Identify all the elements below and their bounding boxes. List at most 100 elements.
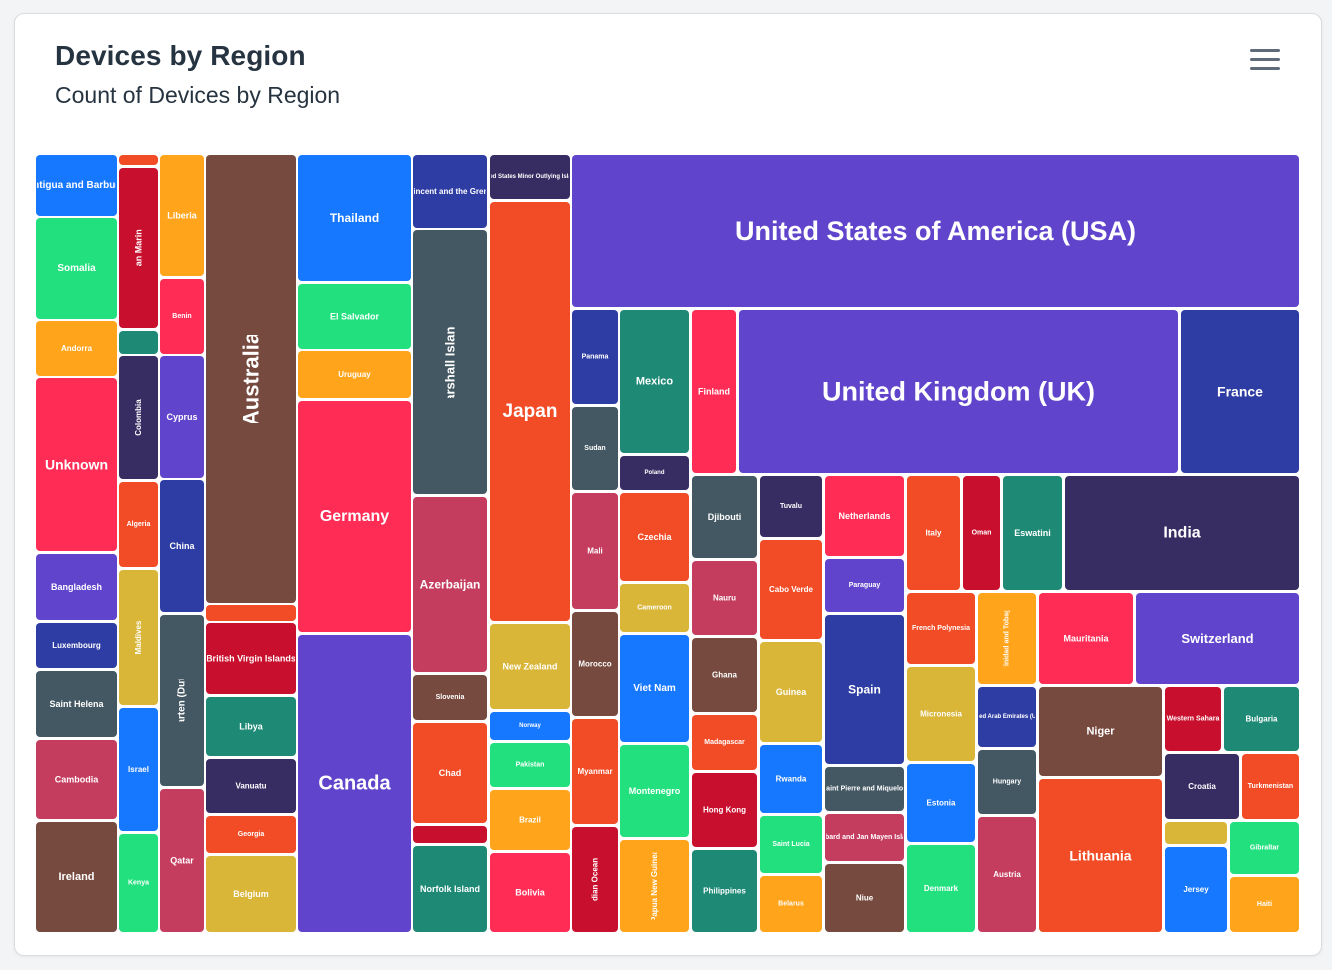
tile-united-states-minor-outlying-islands[interactable] xyxy=(490,155,570,199)
tile-tuvalu[interactable] xyxy=(760,476,822,537)
tile-india[interactable] xyxy=(1065,476,1299,590)
tile-canada[interactable] xyxy=(298,635,411,932)
tile-slovenia[interactable] xyxy=(413,675,487,720)
tile-antigua-and-barbuda[interactable] xyxy=(36,155,117,216)
tile-cabo-verde[interactable] xyxy=(760,540,822,639)
tile-norfolk-island[interactable] xyxy=(413,846,487,932)
tile-australia[interactable] xyxy=(206,155,296,603)
tile-viet-nam[interactable] xyxy=(620,635,689,742)
tile-united-kingdom-uk[interactable] xyxy=(739,310,1178,473)
hamburger-menu-icon[interactable] xyxy=(1248,46,1282,74)
tile-cambodia[interactable] xyxy=(36,740,117,819)
tile-united-states-of-america-usa[interactable] xyxy=(572,155,1299,307)
tile-spain[interactable] xyxy=(825,615,904,764)
tile-netherlands[interactable] xyxy=(825,476,904,556)
tile-saint-helena[interactable] xyxy=(36,671,117,737)
tile-unlabeled-11[interactable] xyxy=(119,331,158,354)
tile-maldives[interactable] xyxy=(119,570,158,705)
tile-unlabeled-9[interactable] xyxy=(119,155,158,165)
tile-micronesia[interactable] xyxy=(907,667,975,761)
tile-ireland[interactable] xyxy=(36,822,117,932)
tile-benin[interactable] xyxy=(160,279,204,354)
tile-guinea[interactable] xyxy=(760,642,822,742)
tile-bangladesh[interactable] xyxy=(36,554,117,620)
tile-azerbaijan[interactable] xyxy=(413,497,487,672)
tile-ghana[interactable] xyxy=(692,638,757,712)
tile-uruguay[interactable] xyxy=(298,351,411,398)
tile-germany[interactable] xyxy=(298,401,411,632)
tile-new-zealand[interactable] xyxy=(490,624,570,709)
tile-haiti[interactable] xyxy=(1230,877,1299,932)
tile-morocco[interactable] xyxy=(572,612,618,716)
tile-saint-vincent-and-the-grenadines[interactable] xyxy=(413,155,487,228)
tile-sint-maarten-dutch-part[interactable] xyxy=(160,615,204,786)
tile-cyprus[interactable] xyxy=(160,356,204,478)
tile-liberia[interactable] xyxy=(160,155,204,276)
tile-croatia[interactable] xyxy=(1165,754,1239,819)
tile-georgia[interactable] xyxy=(206,816,296,853)
tile-unlabeled-40[interactable] xyxy=(413,826,487,843)
tile-san-marino[interactable] xyxy=(119,168,158,328)
tile-british-indian-ocean-territory[interactable] xyxy=(572,827,618,932)
tile-trinidad-and-tobago[interactable] xyxy=(978,593,1036,684)
tile-czechia[interactable] xyxy=(620,493,689,581)
tile-marshall-islands[interactable] xyxy=(413,230,487,494)
tile-united-arab-emirates-uae[interactable] xyxy=(978,687,1036,747)
tile-israel[interactable] xyxy=(119,708,158,831)
tile-hong-kong[interactable] xyxy=(692,773,757,847)
tile-colombia[interactable] xyxy=(119,356,158,479)
tile-western-sahara[interactable] xyxy=(1165,687,1221,751)
tile-hungary[interactable] xyxy=(978,750,1036,814)
tile-japan[interactable] xyxy=(490,202,570,621)
tile-algeria[interactable] xyxy=(119,482,158,567)
tile-papua-new-guinea[interactable] xyxy=(620,840,689,932)
tile-mali[interactable] xyxy=(572,493,618,609)
tile-svalbard-and-jan-mayen-islands[interactable] xyxy=(825,814,904,861)
tile-belarus[interactable] xyxy=(760,876,822,932)
tile-luxembourg[interactable] xyxy=(36,623,117,668)
tile-poland[interactable] xyxy=(620,456,689,490)
tile-mexico[interactable] xyxy=(620,310,689,453)
tile-vanuatu[interactable] xyxy=(206,759,296,813)
tile-andorra[interactable] xyxy=(36,321,117,376)
tile-france[interactable] xyxy=(1181,310,1299,473)
tile-oman[interactable] xyxy=(963,476,1000,590)
tile-denmark[interactable] xyxy=(907,845,975,932)
tile-italy[interactable] xyxy=(907,476,960,590)
tile-finland[interactable] xyxy=(692,310,736,473)
tile-bolivia[interactable] xyxy=(490,853,570,932)
tile-paraguay[interactable] xyxy=(825,559,904,612)
tile-kenya[interactable] xyxy=(119,834,158,932)
tile-saint-lucia[interactable] xyxy=(760,816,822,873)
tile-djibouti[interactable] xyxy=(692,476,757,558)
tile-belgium[interactable] xyxy=(206,856,296,932)
tile-madagascar[interactable] xyxy=(692,715,757,770)
tile-pakistan[interactable] xyxy=(490,743,570,787)
tile-montenegro[interactable] xyxy=(620,745,689,837)
tile-myanmar[interactable] xyxy=(572,719,618,824)
tile-unknown[interactable] xyxy=(36,378,117,551)
tile-libya[interactable] xyxy=(206,697,296,756)
tile-cameroon[interactable] xyxy=(620,584,689,632)
tile-el-salvador[interactable] xyxy=(298,284,411,349)
tile-estonia[interactable] xyxy=(907,764,975,842)
tile-turkmenistan[interactable] xyxy=(1242,754,1299,819)
tile-mauritania[interactable] xyxy=(1039,593,1133,684)
tile-chad[interactable] xyxy=(413,723,487,823)
tile-french-polynesia[interactable] xyxy=(907,593,975,664)
tile-unlabeled-104[interactable] xyxy=(1165,822,1227,844)
tile-brazil[interactable] xyxy=(490,790,570,850)
tile-jersey[interactable] xyxy=(1165,847,1227,932)
tile-saint-pierre-and-miquelon[interactable] xyxy=(825,767,904,811)
tile-thailand[interactable] xyxy=(298,155,411,281)
tile-bulgaria[interactable] xyxy=(1224,687,1299,751)
tile-china[interactable] xyxy=(160,480,204,612)
tile-sudan[interactable] xyxy=(572,407,618,490)
tile-norway[interactable] xyxy=(490,712,570,740)
tile-niger[interactable] xyxy=(1039,687,1162,776)
tile-somalia[interactable] xyxy=(36,218,117,319)
tile-austria[interactable] xyxy=(978,817,1036,932)
tile-rwanda[interactable] xyxy=(760,745,822,813)
tile-british-virgin-islands[interactable] xyxy=(206,623,296,694)
tile-qatar[interactable] xyxy=(160,789,204,932)
